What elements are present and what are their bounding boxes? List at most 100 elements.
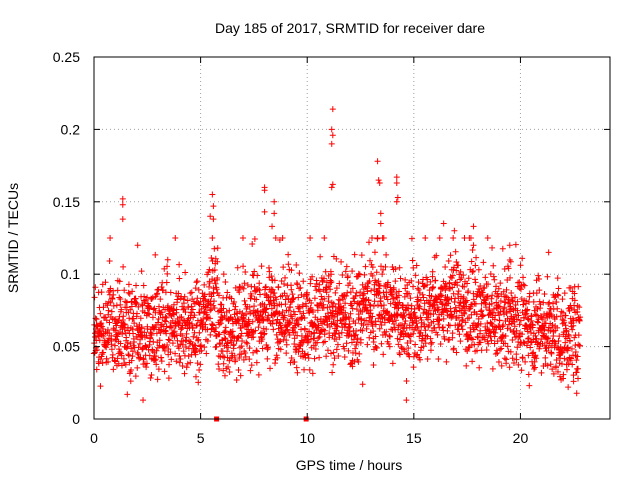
data-point [252, 327, 259, 334]
data-point [214, 274, 221, 281]
data-point [430, 310, 437, 317]
data-point [336, 280, 343, 287]
data-point [156, 342, 163, 349]
data-point [532, 352, 539, 359]
y-tick-label: 0.05 [53, 339, 80, 355]
data-point [428, 341, 435, 348]
data-point [170, 329, 177, 336]
data-point [353, 289, 360, 296]
data-point [216, 331, 223, 338]
data-point [116, 278, 123, 285]
data-point-outlier [321, 235, 328, 241]
data-point [175, 345, 182, 352]
data-point [440, 315, 447, 322]
data-point [538, 369, 545, 376]
data-point [554, 324, 561, 331]
data-point [513, 327, 520, 334]
data-point [405, 311, 412, 318]
data-point [496, 312, 503, 319]
data-point [517, 317, 524, 324]
data-point [309, 370, 316, 377]
data-point [454, 282, 461, 289]
data-point [301, 326, 308, 333]
data-point-outlier [261, 208, 268, 215]
data-point [507, 326, 514, 333]
data-point [184, 297, 191, 304]
data-point [188, 320, 195, 327]
data-point [349, 363, 356, 370]
data-point [230, 345, 237, 352]
data-point [421, 283, 428, 290]
data-point [116, 348, 123, 355]
data-point [258, 263, 265, 270]
data-point [162, 318, 169, 325]
data-point [547, 361, 554, 368]
data-point [422, 340, 429, 347]
data-point [487, 310, 494, 317]
data-point [557, 373, 564, 380]
data-point [562, 312, 569, 319]
data-point [507, 258, 514, 265]
data-point [568, 355, 575, 362]
data-point [554, 368, 561, 375]
data-point [292, 311, 299, 318]
data-point [210, 298, 217, 305]
data-point [563, 328, 570, 335]
data-point [462, 307, 469, 314]
data-point [208, 254, 215, 261]
data-point [361, 271, 368, 278]
data-point [179, 362, 186, 369]
data-point [461, 310, 468, 317]
data-point [156, 337, 163, 344]
data-point [492, 329, 499, 336]
data-point [275, 283, 282, 290]
data-point [484, 293, 491, 300]
data-point [407, 295, 414, 302]
data-point [205, 269, 212, 276]
data-point [461, 283, 468, 290]
data-point [498, 345, 505, 352]
data-point [215, 292, 222, 299]
data-point [119, 317, 126, 324]
data-point [134, 349, 141, 356]
data-point-outlier [329, 181, 336, 188]
data-point [290, 308, 297, 315]
data-point [502, 293, 509, 300]
data-point [103, 344, 110, 351]
data-point [358, 252, 365, 259]
data-point [132, 373, 139, 380]
data-point [155, 366, 162, 373]
data-point [148, 330, 155, 337]
data-point [332, 289, 339, 296]
data-point [135, 351, 142, 358]
data-point [361, 290, 368, 297]
data-point [435, 321, 442, 328]
data-point [378, 263, 385, 270]
data-point [224, 340, 231, 347]
data-point [251, 303, 258, 310]
data-point [380, 302, 387, 309]
data-point [129, 288, 136, 295]
data-point [491, 276, 498, 283]
data-point [293, 317, 300, 324]
data-point [380, 266, 387, 273]
data-point [180, 300, 187, 307]
data-point [275, 310, 282, 317]
data-point [536, 345, 543, 352]
data-point [438, 292, 445, 299]
data-point [500, 322, 507, 329]
data-point [481, 284, 488, 291]
data-point [114, 333, 121, 340]
data-point [229, 328, 236, 335]
data-point [410, 330, 417, 337]
data-point [132, 295, 139, 302]
data-point [446, 322, 453, 329]
data-point [353, 338, 360, 345]
data-point [389, 360, 396, 367]
data-point [167, 289, 174, 296]
data-point [133, 300, 140, 307]
data-point-outlier [376, 179, 383, 186]
data-point [266, 268, 273, 275]
data-point [94, 346, 101, 353]
data-point [249, 318, 256, 325]
